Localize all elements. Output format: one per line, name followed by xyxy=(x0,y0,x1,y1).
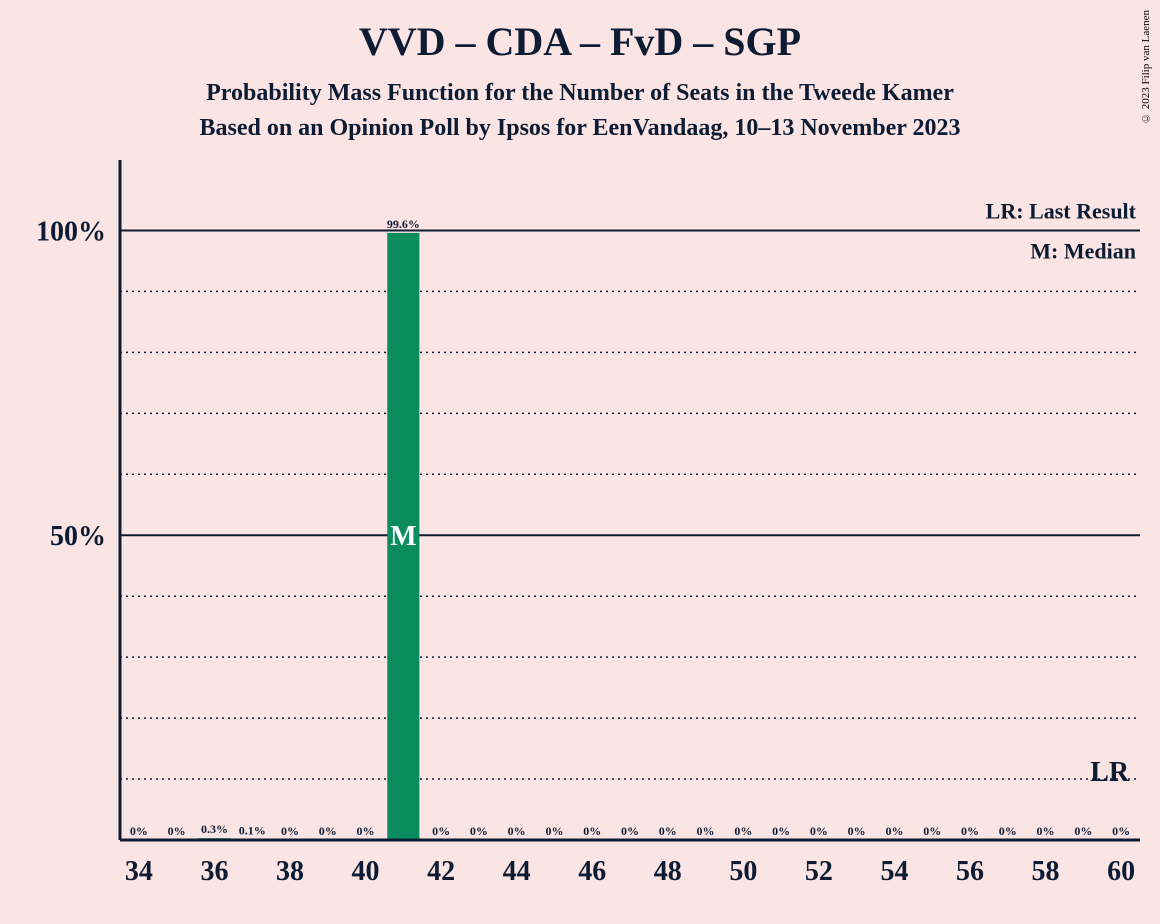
chart-title: VVD – CDA – FvD – SGP xyxy=(359,19,801,64)
x-tick-label: 46 xyxy=(578,856,606,887)
x-tick-label: 36 xyxy=(200,856,228,887)
bar-value-label: 0% xyxy=(1074,824,1092,838)
bar-value-label: 0% xyxy=(432,824,450,838)
lr-marker: LR xyxy=(1090,757,1130,788)
copyright-text: © 2023 Filip van Laenen xyxy=(1140,10,1152,124)
x-tick-label: 44 xyxy=(503,856,531,887)
x-tick-label: 48 xyxy=(654,856,682,887)
y-tick-label: 50% xyxy=(50,521,106,552)
x-tick-label: 58 xyxy=(1032,856,1060,887)
x-tick-label: 60 xyxy=(1107,856,1135,887)
bar-value-label: 0% xyxy=(168,824,186,838)
bar-value-label: 0% xyxy=(1037,824,1055,838)
x-tick-label: 34 xyxy=(125,856,153,887)
chart-svg: VVD – CDA – FvD – SGP Probability Mass Fu… xyxy=(0,0,1160,924)
x-tick-label: 38 xyxy=(276,856,304,887)
bar-value-label: 0% xyxy=(357,824,375,838)
bar-value-label: 0% xyxy=(734,824,752,838)
bar-value-label: 0% xyxy=(621,824,639,838)
bar-value-label: 0.1% xyxy=(239,823,266,837)
bar-value-label: 0% xyxy=(961,824,979,838)
bar-value-label: 0% xyxy=(508,824,526,838)
bar-value-label: 0% xyxy=(545,824,563,838)
bar-value-label: 0% xyxy=(772,824,790,838)
bar-value-label: 0% xyxy=(319,824,337,838)
x-tick-label: 50 xyxy=(729,856,757,887)
bar-value-label: 0% xyxy=(810,824,828,838)
bar-value-label: 0% xyxy=(697,824,715,838)
legend-m: M: Median xyxy=(1030,238,1136,263)
x-tick-label: 54 xyxy=(880,856,908,887)
chart-container: © 2023 Filip van Laenen VVD – CDA – FvD … xyxy=(0,0,1160,924)
bar-value-label: 0% xyxy=(281,824,299,838)
bar-value-label: 0% xyxy=(848,824,866,838)
median-marker: M xyxy=(390,521,416,552)
bar-value-label: 0% xyxy=(1112,824,1130,838)
bar-value-label: 0% xyxy=(583,824,601,838)
chart-subtitle-2: Based on an Opinion Poll by Ipsos for Ee… xyxy=(199,115,960,141)
bar-value-label: 0% xyxy=(999,824,1017,838)
legend-lr: LR: Last Result xyxy=(986,198,1137,223)
x-tick-label: 56 xyxy=(956,856,984,887)
y-tick-label: 100% xyxy=(36,216,106,247)
x-tick-label: 42 xyxy=(427,856,455,887)
x-tick-label: 52 xyxy=(805,856,833,887)
chart-subtitle-1: Probability Mass Function for the Number… xyxy=(206,80,954,106)
bar-value-label: 0% xyxy=(659,824,677,838)
x-tick-label: 40 xyxy=(352,856,380,887)
bar-value-label: 0% xyxy=(923,824,941,838)
bar-value-label: 0% xyxy=(885,824,903,838)
bar-value-label: 99.6% xyxy=(387,217,420,231)
bar-value-label: 0% xyxy=(470,824,488,838)
bar-value-label: 0.3% xyxy=(201,822,228,836)
bar-value-label: 0% xyxy=(130,824,148,838)
